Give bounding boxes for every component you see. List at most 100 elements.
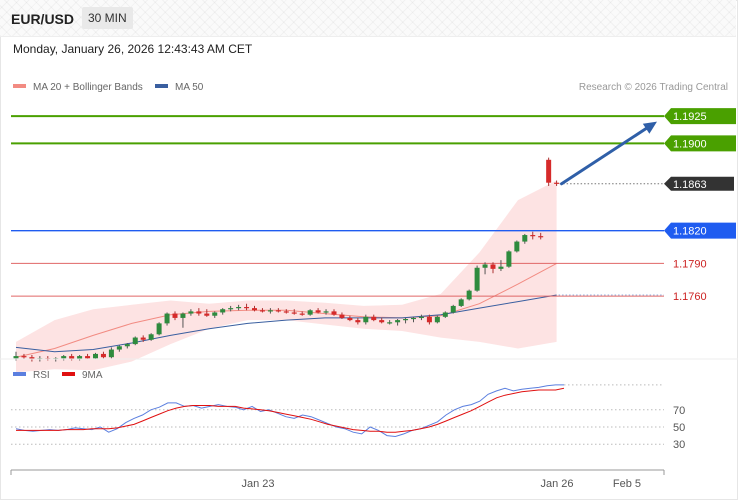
candle	[347, 317, 353, 321]
candle	[411, 317, 416, 320]
datetime-label: Monday, January 26, 2026 12:43:43 AM CET	[13, 42, 253, 56]
candle	[315, 310, 321, 313]
candle	[418, 316, 424, 319]
ma20-legend-label: MA 20 + Bollinger Bands	[33, 82, 143, 93]
rsi-ma-legend-swatch	[62, 372, 75, 376]
candle	[204, 313, 210, 316]
candle	[387, 322, 393, 324]
forecast-arrow	[560, 125, 651, 186]
candle	[212, 312, 218, 316]
candle	[339, 314, 345, 318]
ma20-legend-swatch	[13, 84, 26, 88]
candle	[466, 290, 472, 300]
candle	[514, 241, 520, 252]
candle	[506, 251, 512, 267]
candle	[108, 349, 114, 358]
candle	[490, 264, 496, 269]
candle	[267, 310, 273, 312]
candle	[196, 311, 202, 314]
candle	[403, 319, 409, 321]
candle	[236, 307, 242, 309]
rsi-ma-legend-label: 9MA	[82, 370, 103, 381]
candle	[69, 356, 75, 360]
candle	[395, 320, 401, 323]
candle	[100, 353, 106, 358]
candle	[124, 344, 130, 347]
candle	[275, 310, 281, 312]
candle	[442, 312, 448, 317]
candle	[77, 356, 83, 360]
candle	[498, 266, 504, 269]
candle	[61, 356, 67, 359]
candle	[458, 299, 464, 306]
ma50-line	[15, 294, 557, 353]
ma50-legend-swatch	[155, 84, 168, 88]
candle	[172, 313, 178, 318]
candle	[29, 357, 35, 360]
candle	[482, 264, 488, 268]
candle	[252, 308, 257, 311]
copyright-text: Research © 2026 Trading Central	[579, 82, 728, 93]
current-price-tag	[664, 176, 734, 191]
candle	[283, 311, 289, 313]
pivot-tag	[664, 222, 736, 239]
rsi-tick-label: 50	[673, 422, 685, 434]
candle	[164, 313, 170, 324]
time-axis-label: Jan 26	[540, 478, 573, 490]
candle	[474, 267, 480, 291]
rsi-legend-label: RSI	[33, 370, 50, 381]
candle	[148, 334, 154, 340]
candle	[228, 308, 234, 310]
support-label: 1.1760	[673, 291, 707, 303]
candle	[307, 310, 313, 315]
candle	[379, 320, 385, 323]
candle	[85, 356, 91, 359]
candle	[331, 311, 337, 315]
candle	[546, 159, 552, 183]
price-panel: 1.1925 1.1900 1.1863 1.1820 1.1790 1.1760	[11, 108, 736, 373]
target-label: 1.1900	[673, 138, 707, 150]
forecast-arrow-head	[642, 121, 657, 134]
candle	[426, 316, 432, 323]
support-label: 1.1790	[673, 258, 707, 270]
candle	[554, 182, 560, 184]
rsi-ma-line	[16, 387, 565, 433]
candle	[220, 309, 226, 313]
symbol-label[interactable]: EUR/USD	[11, 11, 75, 27]
pivot-label: 1.1820	[673, 226, 707, 238]
candle	[323, 311, 329, 313]
rsi-tick-label: 70	[673, 405, 685, 417]
candle	[244, 307, 250, 309]
candle	[93, 353, 98, 359]
candle	[116, 346, 122, 350]
candle	[522, 235, 528, 242]
candle	[156, 323, 162, 335]
timeframe-badge[interactable]: 30 MIN	[82, 7, 133, 29]
candle	[188, 311, 194, 314]
rsi-panel: 70 50 30	[11, 384, 685, 451]
candle	[434, 316, 440, 323]
candle	[13, 356, 19, 359]
candle	[132, 337, 138, 345]
candle	[355, 320, 361, 323]
candle	[530, 235, 536, 237]
candle	[180, 313, 186, 318]
candle	[538, 236, 544, 238]
bollinger-band	[16, 180, 557, 373]
rsi-tick-label: 30	[673, 439, 685, 451]
time-axis-label: Feb 5	[613, 478, 641, 490]
time-axis-label: Jan 23	[241, 478, 274, 490]
rsi-line	[15, 384, 564, 438]
candle	[299, 313, 305, 315]
ma50-legend-label: MA 50	[175, 82, 204, 93]
candle	[21, 356, 27, 358]
current-price-label: 1.1863	[673, 179, 707, 191]
target-label: 1.1925	[673, 111, 707, 123]
target-tag	[664, 108, 736, 125]
target-tag	[664, 135, 736, 152]
chart-header: EUR/USD 30 MIN	[0, 0, 736, 37]
candle	[371, 316, 377, 321]
candle	[140, 337, 146, 340]
